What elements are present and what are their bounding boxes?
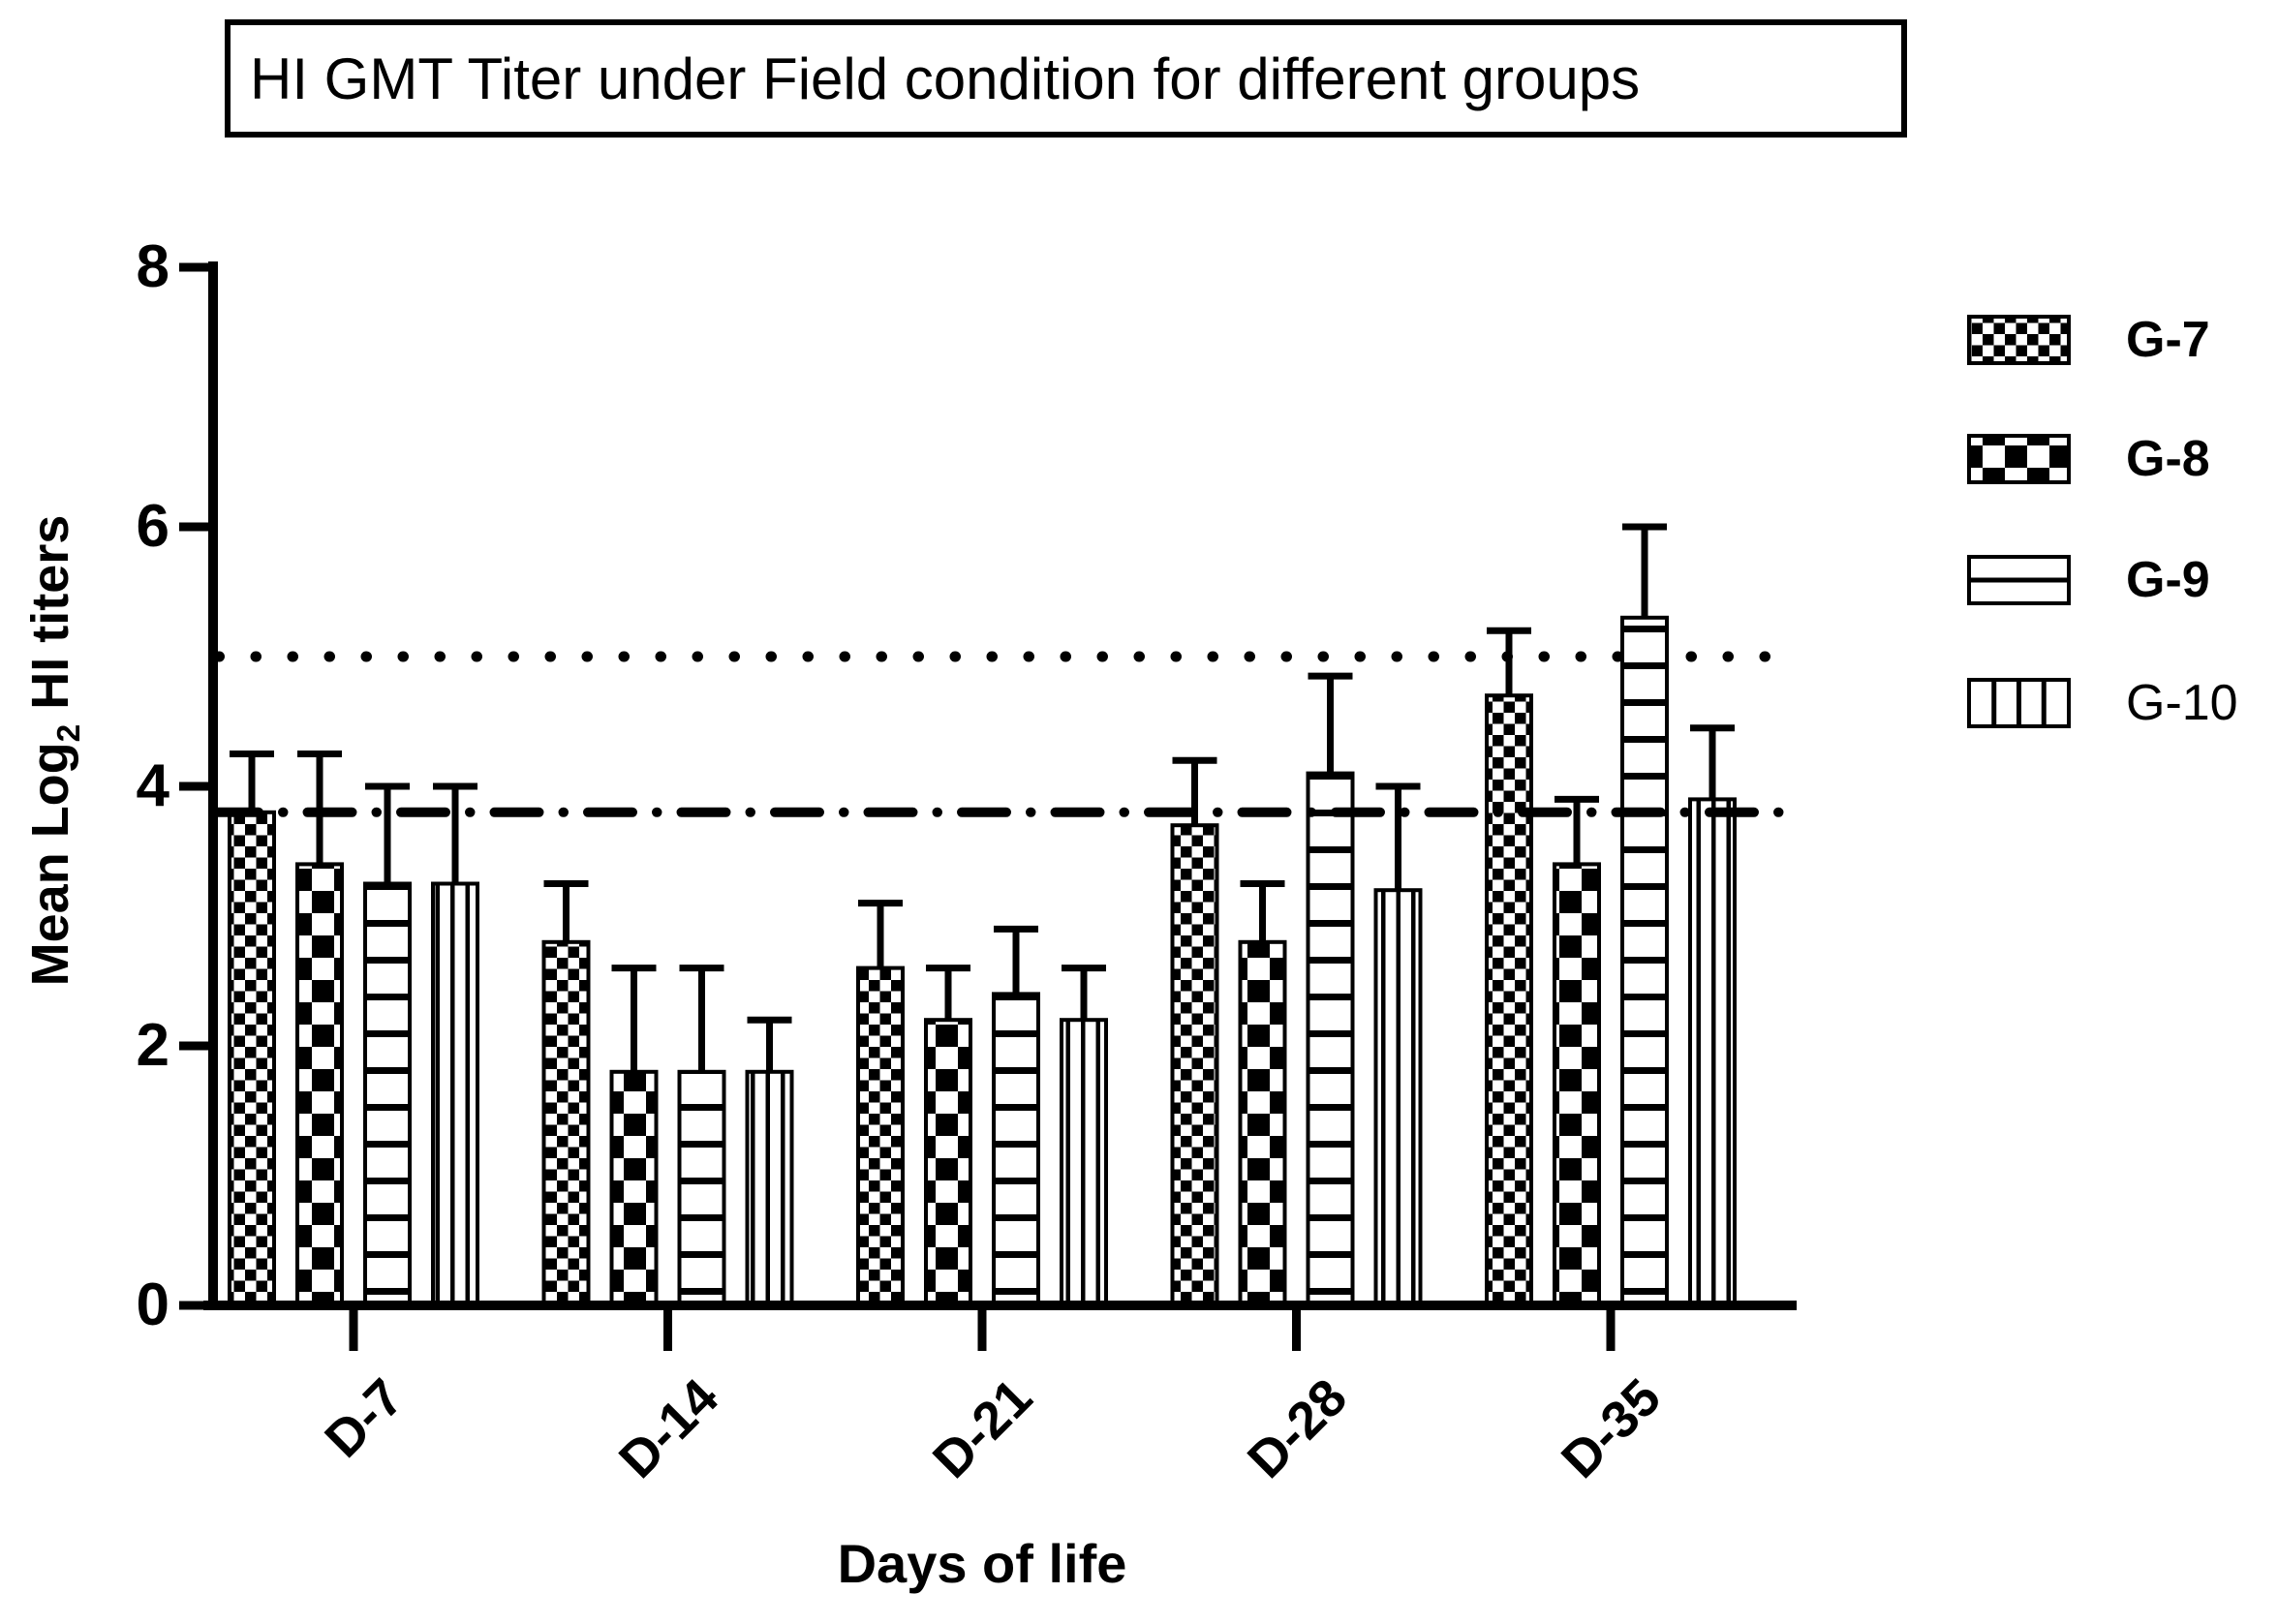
bar-G-10-D-14 — [745, 1069, 794, 1308]
legend-swatch-G-8 — [1967, 434, 2071, 484]
chart-title: HI GMT Titer under Field condition for d… — [250, 46, 1641, 111]
bar-G-10-D-28 — [1373, 888, 1423, 1307]
bar-G-9-D-35 — [1620, 615, 1669, 1307]
legend-label-g10: G-10 — [2126, 675, 2238, 731]
legend-swatch-G-9 — [1967, 555, 2071, 605]
y-axis-title: Mean Log2 HI titers — [12, 460, 89, 1041]
bar-G-8-D-35 — [1553, 862, 1601, 1308]
y-tick-label-4: 4 — [136, 752, 169, 819]
y-tick-label-8: 8 — [136, 233, 169, 300]
bar-G-9-D-28 — [1306, 771, 1355, 1307]
legend-swatch-G-7 — [1967, 315, 2071, 365]
bar-G-7-D-28 — [1170, 823, 1219, 1307]
bar-G-8-D-21 — [924, 1018, 972, 1307]
bar-G-7-D-14 — [541, 939, 591, 1307]
legend-label-g9: G-9 — [2126, 552, 2210, 608]
y-axis-title-suffix: HI titers — [21, 514, 79, 724]
legend-label-g7: G-7 — [2126, 312, 2210, 368]
x-axis-title: Days of life — [837, 1533, 1127, 1594]
bar-G-7-D-21 — [856, 965, 905, 1307]
bar-G-8-D-7 — [295, 862, 344, 1308]
bar-G-7-D-35 — [1485, 693, 1533, 1307]
bar-G-8-D-28 — [1238, 939, 1287, 1307]
bar-G-10-D-21 — [1060, 1018, 1108, 1307]
bar-G-10-D-7 — [431, 881, 479, 1307]
bar-G-8-D-14 — [609, 1069, 659, 1308]
bar-G-9-D-21 — [992, 992, 1040, 1308]
bar-G-10-D-35 — [1688, 797, 1737, 1307]
legend-label-g8: G-8 — [2126, 431, 2210, 487]
bar-G-7-D-7 — [228, 810, 276, 1307]
legend-swatch-G-10 — [1967, 678, 2071, 728]
y-tick-label-0: 0 — [136, 1272, 169, 1338]
y-tick-label-2: 2 — [136, 1012, 169, 1079]
y-tick-label-6: 6 — [136, 493, 169, 560]
bar-G-9-D-14 — [677, 1069, 726, 1308]
y-axis-title-subscript: 2 — [50, 723, 87, 743]
chart-title-box: HI GMT Titer under Field condition for d… — [225, 19, 1907, 138]
bar-G-9-D-7 — [363, 881, 412, 1307]
y-axis-title-prefix: Mean Log — [21, 742, 79, 987]
